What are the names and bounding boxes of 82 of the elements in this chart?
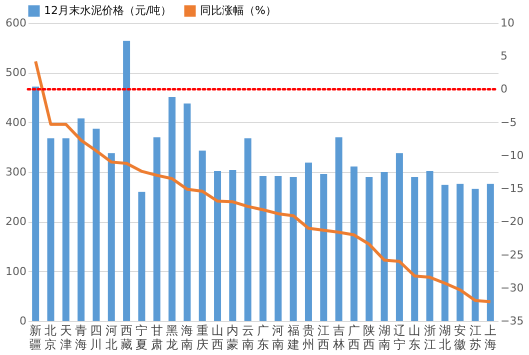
x-tick-label: 宁夏 xyxy=(136,324,148,352)
x-tick-label: 湖北 xyxy=(438,324,451,352)
y-tick-label: 500 xyxy=(6,66,26,80)
x-tick-label: 山东 xyxy=(408,324,421,352)
y2-tick-label: −5 xyxy=(500,116,517,129)
x-tick-label: 青海 xyxy=(75,324,88,352)
bar xyxy=(396,153,403,321)
bar xyxy=(486,184,494,321)
y-tick-label: 0 xyxy=(20,314,26,328)
bar xyxy=(366,176,373,321)
bar xyxy=(62,138,70,321)
x-tick-label: 浙江 xyxy=(424,324,436,352)
bar xyxy=(380,172,388,321)
bar xyxy=(108,153,115,321)
bar xyxy=(304,162,312,321)
y-tick-label: 400 xyxy=(6,116,26,129)
y2-tick-label: −30 xyxy=(500,281,524,294)
bar xyxy=(290,176,297,321)
x-tick-label: 重庆 xyxy=(196,324,208,352)
y-tick-label: 300 xyxy=(6,166,26,178)
y2-tick-label: −15 xyxy=(500,182,524,196)
x-tick-label: 贵州 xyxy=(302,324,314,352)
x-tick-label: 广西 xyxy=(348,324,360,352)
y2-tick-label: −10 xyxy=(500,148,524,162)
bar xyxy=(426,171,434,321)
bar xyxy=(168,97,176,321)
bar xyxy=(184,103,191,321)
bar xyxy=(335,137,342,321)
bar xyxy=(274,176,282,321)
bar xyxy=(214,171,222,321)
x-tick-label: 安徽 xyxy=(454,324,466,352)
bar xyxy=(472,188,479,321)
y2-tick-label: 5 xyxy=(500,50,508,63)
x-tick-label: 西藏 xyxy=(120,324,133,352)
bar xyxy=(138,192,146,321)
x-tick-label: 甘肃 xyxy=(150,324,163,352)
legend-label: 12月末水泥价格（元/吨） xyxy=(44,4,172,17)
bar xyxy=(92,128,100,321)
x-tick-label: 陕西 xyxy=(363,324,376,352)
y2-tick-label: 10 xyxy=(500,16,514,30)
bar xyxy=(456,184,464,321)
x-tick-label: 内蒙 xyxy=(226,324,239,352)
x-tick-label: 黑龙 xyxy=(166,324,178,352)
x-tick-label: 山西 xyxy=(212,324,224,352)
x-tick-label: 四川 xyxy=(90,324,102,352)
x-tick-label: 吉林 xyxy=(332,324,345,352)
x-tick-label: 河北 xyxy=(105,324,118,352)
bar xyxy=(244,138,252,321)
bar xyxy=(47,138,54,321)
x-tick-label: 湖南 xyxy=(378,324,390,352)
y2-tick-label: −25 xyxy=(500,248,524,262)
bar xyxy=(441,184,448,321)
bar xyxy=(411,176,418,321)
bar xyxy=(320,174,328,321)
bar xyxy=(153,137,160,321)
x-tick-label: 河南 xyxy=(272,324,284,352)
x-tick-label: 北京 xyxy=(44,324,57,352)
y2-tick-label: −20 xyxy=(500,215,524,228)
bar xyxy=(32,86,40,321)
x-tick-label: 天津 xyxy=(60,324,72,352)
bar xyxy=(78,118,85,321)
y2-tick-label: 0 xyxy=(500,82,508,96)
y-tick-label: 200 xyxy=(6,215,26,228)
legend-label: 同比涨幅（%） xyxy=(200,4,276,17)
line-series xyxy=(34,60,492,304)
bar xyxy=(123,40,130,321)
x-tick-label: 江苏 xyxy=(469,324,482,352)
bar xyxy=(350,166,358,321)
bar xyxy=(198,150,206,321)
x-tick-label: 广东 xyxy=(257,324,269,352)
bar xyxy=(260,176,266,321)
x-tick-label: 福建 xyxy=(286,324,300,352)
y2-tick-label: −35 xyxy=(500,314,524,328)
bar xyxy=(229,170,236,321)
y-tick-label: 100 xyxy=(6,264,26,278)
x-tick-label: 新疆 xyxy=(30,324,42,352)
x-tick-label: 江西 xyxy=(318,324,330,352)
x-tick-label: 上海 xyxy=(484,324,496,352)
x-tick-label: 辽宁 xyxy=(393,324,406,352)
y-tick-label: 600 xyxy=(6,16,26,30)
x-tick-label: 云南 xyxy=(242,324,254,352)
x-tick-label: 海南 xyxy=(181,324,194,352)
